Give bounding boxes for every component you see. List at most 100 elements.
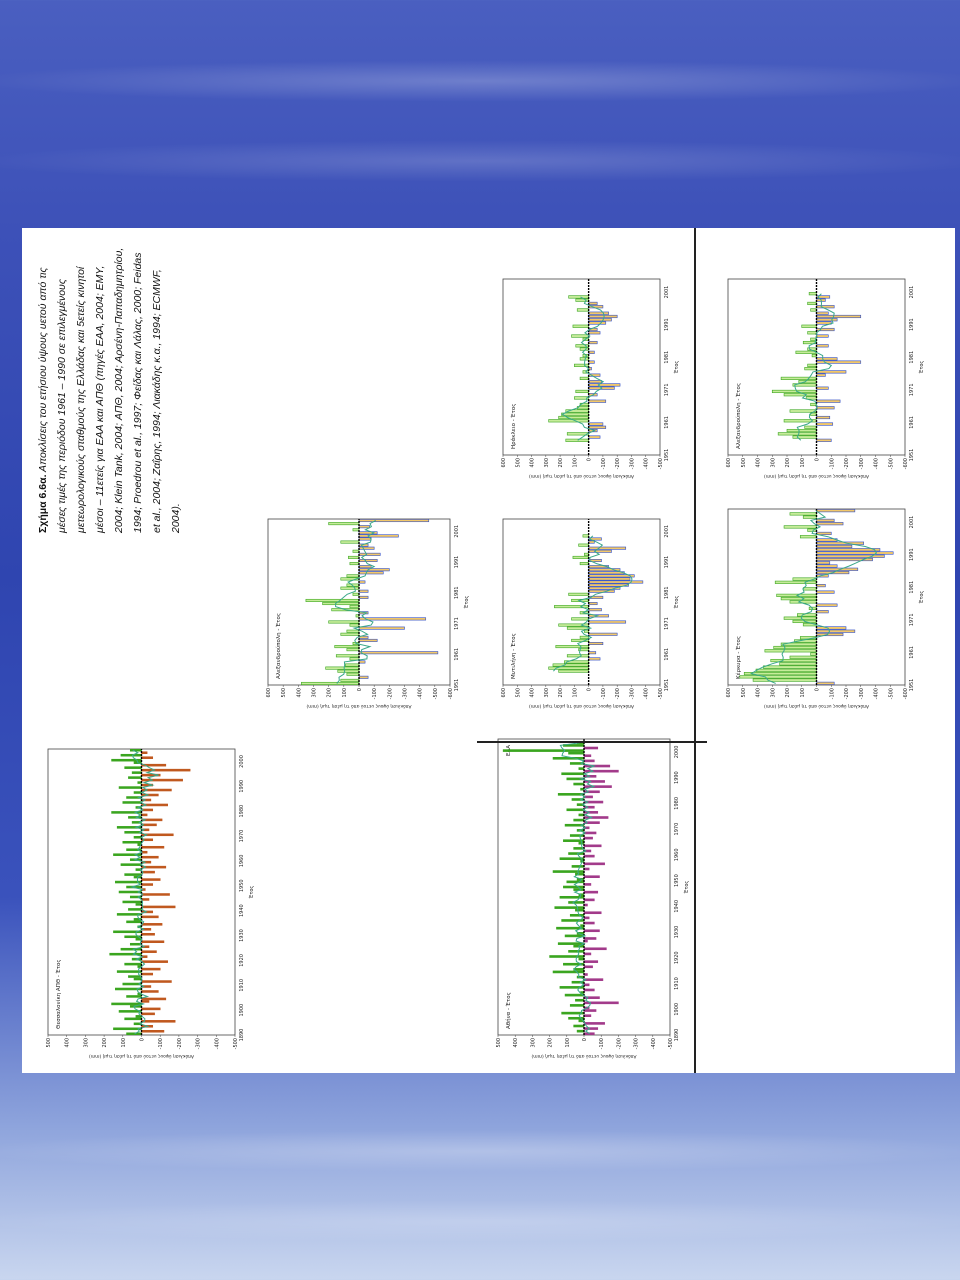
x-tick-label: 1971 xyxy=(454,617,460,630)
bar xyxy=(564,993,585,997)
bar xyxy=(816,681,835,685)
bar xyxy=(124,873,142,876)
y-tick-label: 600 xyxy=(726,688,732,698)
bar xyxy=(777,432,817,436)
y-tick-label: 200 xyxy=(548,1038,554,1048)
vertical-divider xyxy=(477,741,707,743)
bar xyxy=(583,960,599,963)
bar xyxy=(126,920,142,924)
y-tick-label: -300 xyxy=(629,688,635,699)
bar xyxy=(816,509,856,513)
bar xyxy=(588,318,612,322)
y-tick-label: -400 xyxy=(651,1038,657,1049)
bar xyxy=(352,549,360,553)
y-tick-label: 400 xyxy=(530,458,536,468)
y-tick-label: 500 xyxy=(515,688,521,698)
bar xyxy=(583,911,602,915)
bar xyxy=(133,977,142,981)
bar xyxy=(807,301,817,306)
bar xyxy=(358,546,375,550)
bar xyxy=(816,629,856,633)
y-axis-label: Απόκλιση ύψους υετού από τη μέση τιμή (m… xyxy=(531,1053,636,1060)
bar xyxy=(588,632,618,636)
bar xyxy=(588,331,601,335)
bar xyxy=(358,559,378,562)
bar xyxy=(349,623,360,627)
y-tick-label: 100 xyxy=(565,1038,571,1048)
x-tick-label: 1991 xyxy=(664,556,670,569)
bar xyxy=(555,645,589,649)
y-tick-label: 600 xyxy=(726,458,732,468)
bar xyxy=(358,638,378,642)
bar xyxy=(574,363,589,367)
bar xyxy=(358,525,370,529)
y-tick-label: 600 xyxy=(501,688,507,698)
y-tick-label: 400 xyxy=(65,1038,71,1048)
bar xyxy=(141,997,167,1001)
y-tick-label: 0 xyxy=(815,688,821,691)
bar xyxy=(566,626,589,630)
bar xyxy=(502,749,585,752)
x-tick-label: 1980 xyxy=(674,797,680,810)
x-tick-label: 1981 xyxy=(454,586,460,599)
y-tick-label: -600 xyxy=(448,688,454,699)
bar xyxy=(786,428,817,433)
bar xyxy=(115,880,142,884)
bar xyxy=(571,617,589,621)
bar xyxy=(583,898,595,902)
x-tick-label: 1940 xyxy=(674,900,680,913)
bar xyxy=(816,584,826,588)
y-tick-label: -100 xyxy=(158,1038,164,1049)
bar xyxy=(141,1007,161,1011)
caption-lead: Σχήμα 6.6α. xyxy=(37,474,49,533)
bar xyxy=(346,648,360,652)
x-tick-label: 1951 xyxy=(664,679,670,692)
bar xyxy=(816,295,831,299)
x-tick-label: 1930 xyxy=(239,929,245,942)
y-tick-label: 500 xyxy=(515,458,521,468)
bar xyxy=(568,901,585,904)
bar xyxy=(566,880,585,884)
y-tick-label: -500 xyxy=(668,1038,674,1049)
station-title: Αθήνα - Έτος xyxy=(505,992,512,1029)
x-tick-label: 1991 xyxy=(664,318,670,331)
plot-frame xyxy=(502,518,661,686)
moving-average-line xyxy=(129,749,159,1035)
x-axis-label: Έτος xyxy=(673,361,680,375)
y-tick-label: -300 xyxy=(629,458,635,469)
y-tick-label: -300 xyxy=(859,458,865,469)
bar xyxy=(816,370,847,374)
bar xyxy=(141,967,161,971)
bar xyxy=(583,1001,619,1005)
bar xyxy=(558,623,589,627)
y-tick-label: 100 xyxy=(342,688,348,698)
bar xyxy=(816,344,829,348)
bar xyxy=(816,357,838,361)
bar xyxy=(358,568,390,572)
bar xyxy=(816,561,831,565)
x-tick-label: 1951 xyxy=(664,449,670,462)
bar xyxy=(583,1022,605,1025)
bar xyxy=(583,883,592,886)
bar xyxy=(807,331,817,335)
x-tick-label: 1951 xyxy=(454,679,460,692)
bar xyxy=(576,308,589,312)
bar xyxy=(346,574,360,578)
bar xyxy=(816,334,829,338)
station-title: Κέρκυρα - Έτος xyxy=(735,636,742,679)
bar xyxy=(141,933,155,936)
y-axis-label: Απόκλιση ύψους υετού από τη μέση τιμή (m… xyxy=(529,473,634,480)
bar xyxy=(576,1029,585,1033)
bar xyxy=(816,386,829,390)
bar xyxy=(340,632,360,636)
bar xyxy=(816,318,838,322)
bar xyxy=(564,660,589,664)
x-axis-label: Έτος xyxy=(918,591,925,605)
bar xyxy=(588,360,595,364)
bar xyxy=(579,376,589,380)
bar xyxy=(780,597,817,601)
bar xyxy=(358,565,372,569)
bar xyxy=(564,823,585,827)
bar xyxy=(141,855,159,859)
bar xyxy=(588,549,612,553)
